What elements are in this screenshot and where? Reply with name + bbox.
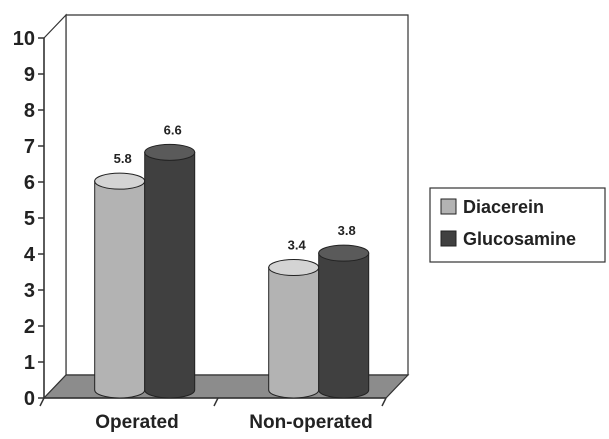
data-label: 3.8	[338, 223, 356, 238]
bar: 3.8	[318, 223, 370, 399]
x-tick-mark	[381, 397, 387, 407]
data-label: 3.4	[288, 238, 307, 253]
y-tick-label: 1	[24, 352, 35, 374]
y-tick-label: 0	[24, 388, 35, 410]
y-tick-label: 4	[24, 244, 36, 266]
legend-label: Glucosamine	[463, 229, 576, 249]
y-axis: 0 1 2 3 4 5 6 7 8 9 10	[13, 28, 44, 410]
data-label: 5.8	[114, 151, 132, 166]
x-tick-label: Non-operated	[249, 412, 373, 433]
x-axis: Operated Non-operated	[39, 397, 387, 433]
legend-label: Diacerein	[463, 197, 544, 217]
y-tick-label: 5	[24, 208, 35, 230]
bar-top	[318, 244, 370, 262]
x-tick-label: Operated	[95, 412, 178, 433]
y-tick-label: 7	[24, 136, 35, 158]
data-label: 6.6	[164, 122, 182, 137]
side-wall	[43, 13, 67, 400]
legend: Diacerein Glucosamine	[429, 187, 606, 263]
y-tick-label: 2	[24, 316, 35, 338]
y-tick-label: 6	[24, 172, 35, 194]
legend-swatch	[440, 230, 457, 247]
bar-top	[144, 143, 196, 161]
legend-box	[429, 187, 606, 263]
bar-body	[268, 267, 320, 399]
bar-top	[94, 172, 146, 190]
bars: 5.8 6.6 3.4 3.8	[94, 122, 370, 399]
y-tick-label: 9	[24, 64, 35, 86]
bar-body	[318, 252, 370, 399]
bar: 6.6	[144, 122, 196, 399]
y-tick-label: 10	[13, 28, 35, 50]
bar: 3.4	[268, 238, 320, 399]
x-tick-mark	[39, 397, 45, 407]
y-tick-label: 8	[24, 100, 35, 122]
legend-swatch	[440, 198, 457, 215]
bar-top	[268, 259, 320, 277]
bar-body	[144, 151, 196, 399]
x-tick-mark	[213, 397, 219, 407]
bar-body	[94, 180, 146, 399]
bar: 5.8	[94, 151, 146, 399]
y-tick-label: 3	[24, 280, 35, 302]
